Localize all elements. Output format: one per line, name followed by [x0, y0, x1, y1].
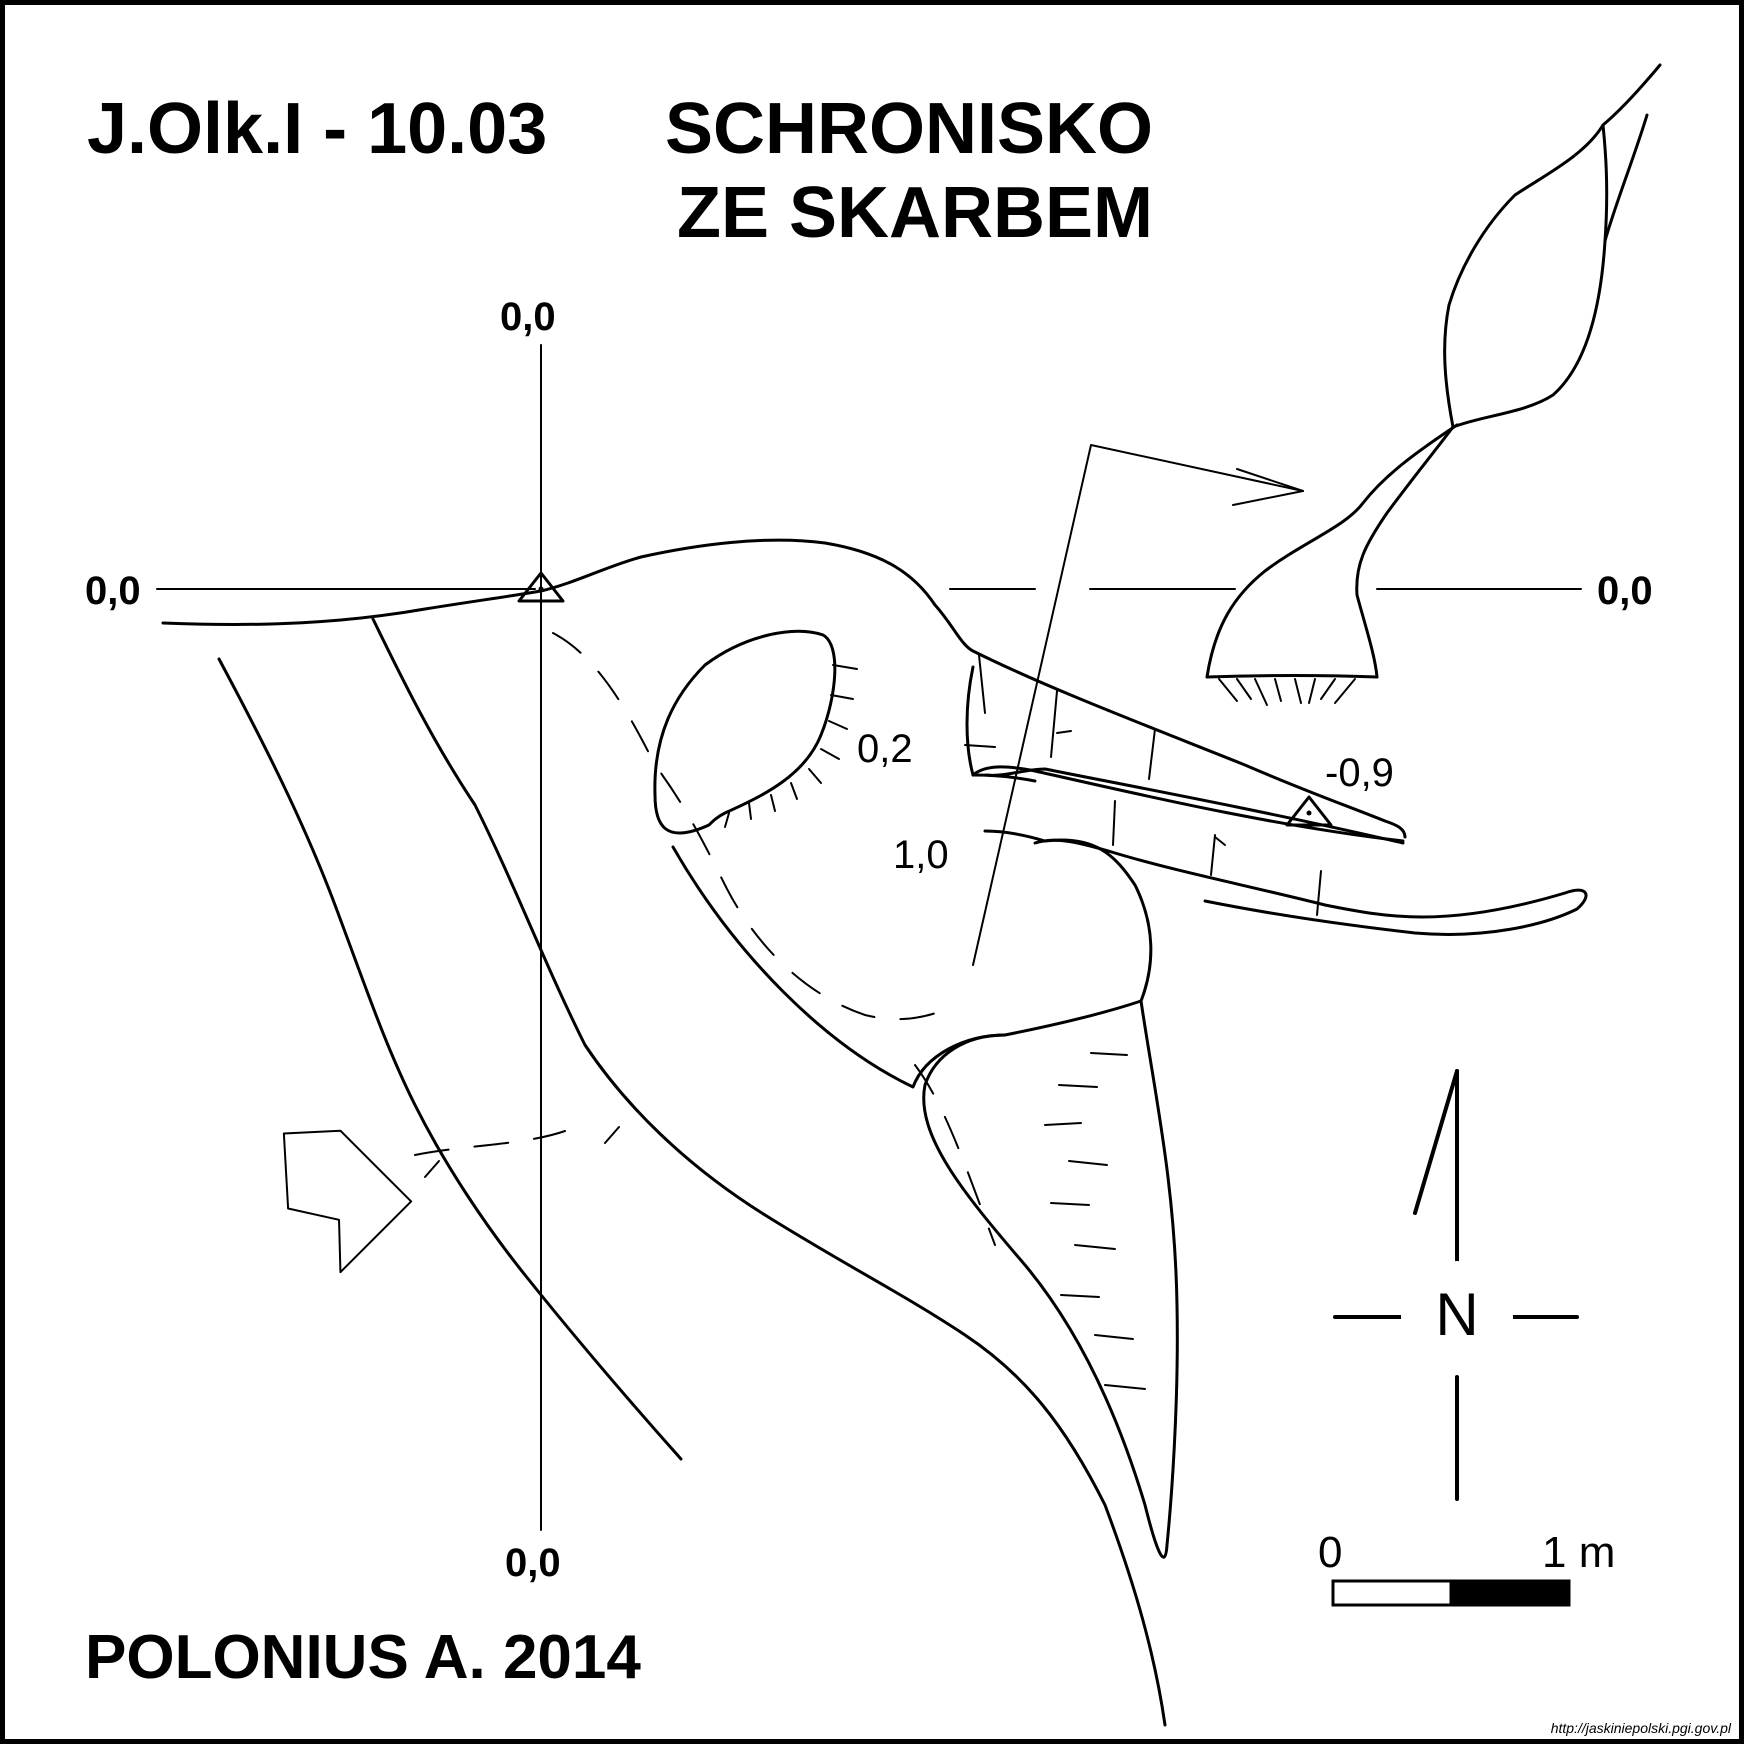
north-compass-icon — [1333, 1069, 1579, 1501]
survey-station-icon — [517, 571, 565, 603]
depth-label-1-0: 1,0 — [893, 833, 949, 877]
rock-pillar-outline — [653, 629, 837, 835]
passage-cross-ties — [964, 654, 1322, 916]
axis-label-right: 0,0 — [1597, 569, 1653, 613]
depth-label-0-2: 0,2 — [857, 727, 913, 771]
cross-section-line — [972, 444, 1304, 966]
cross-section-profile — [1205, 63, 1662, 679]
scale-bar-white-segment — [1331, 1579, 1453, 1607]
title-cave-name-line2: ZE SKARBEM — [677, 173, 1154, 253]
compass-north-letter: N — [1435, 1281, 1479, 1348]
title-cave-name-line1: SCHRONISKO — [665, 89, 1154, 169]
scale-bar-black-segment — [1449, 1579, 1571, 1607]
reference-axes — [156, 344, 1582, 1531]
scale-bar — [1331, 1579, 1571, 1607]
title-cave-code: J.Olk.I - 10.03 — [87, 89, 548, 169]
entrance-arrow-icon — [282, 1129, 413, 1274]
scale-label-start: 0 — [1318, 1528, 1343, 1577]
cave-outline — [161, 538, 1407, 1727]
cross-section-floor-hatching — [1218, 678, 1356, 706]
depth-label-minus-0-9: -0,9 — [1325, 751, 1394, 795]
slope-hatching-lower — [424, 1052, 1146, 1390]
axis-label-left: 0,0 — [85, 569, 141, 613]
side-passage-outline — [965, 665, 1588, 936]
axis-label-bottom: 0,0 — [505, 1541, 561, 1585]
ceiling-contours — [414, 632, 996, 1246]
scale-label-end: 1 m — [1542, 1528, 1616, 1577]
source-url[interactable]: http://jaskiniepolski.pgi.gov.pl — [1550, 1720, 1731, 1736]
survey-station-icon-2 — [1285, 795, 1333, 827]
pillar-slope-hatching — [724, 664, 858, 828]
author-credit: POLONIUS A. 2014 — [85, 1623, 641, 1692]
cave-plan-drawing — [156, 63, 1662, 1727]
lower-lobe-outline — [922, 1033, 1169, 1559]
axis-label-top: 0,0 — [500, 295, 556, 339]
